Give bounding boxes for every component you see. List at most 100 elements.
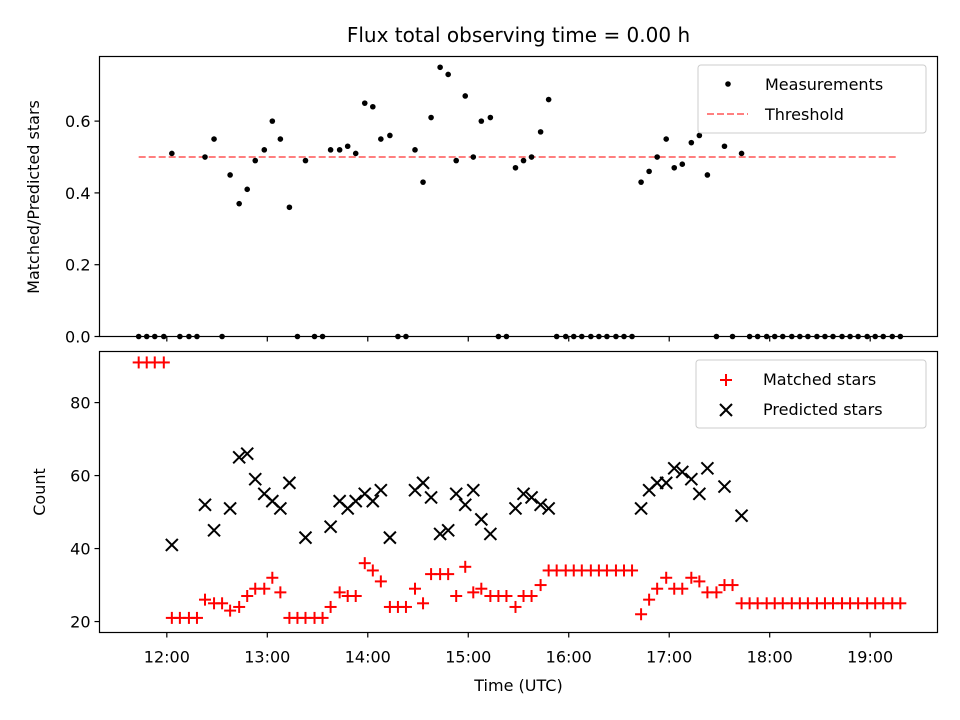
- predicted-star-point: [449, 487, 463, 501]
- predicted-star-point: [667, 461, 681, 475]
- measurements-legend-marker: [725, 81, 731, 87]
- x-tick-label: 16:00: [546, 648, 592, 667]
- predicted-star-marker-b: [416, 476, 430, 490]
- x-tick-label: 19:00: [847, 648, 893, 667]
- measurement-point: [202, 154, 208, 160]
- predicted-star-marker-b: [675, 465, 689, 479]
- x-tick-label: 15:00: [445, 648, 491, 667]
- predicted-star-point: [524, 490, 539, 505]
- predicted-star-marker-b: [248, 472, 262, 486]
- matched-star-point: [660, 571, 673, 584]
- predicted-star-point: [282, 476, 297, 490]
- predicted-legend-marker: [719, 403, 733, 417]
- predicted-star-marker-b: [433, 527, 447, 541]
- count-y-tick-label: 40: [70, 540, 90, 559]
- measurement-point: [352, 150, 359, 157]
- matched-star-point: [266, 571, 279, 584]
- matched-star-point: [409, 582, 422, 595]
- ratio-legend: Measurements Threshold: [697, 64, 927, 134]
- predicted-star-marker-b: [298, 530, 313, 545]
- threshold-legend-label: Threshold: [764, 105, 844, 124]
- ratio-x-axis: [166, 336, 871, 342]
- predicted-star-marker-b: [383, 530, 397, 545]
- measurement-point: [688, 139, 695, 146]
- predicted-star-marker-b: [374, 483, 388, 497]
- predicted-star-point: [684, 472, 699, 486]
- measurement-point: [428, 114, 434, 121]
- measurement-point: [420, 179, 426, 185]
- predicted-star-marker-b: [257, 487, 271, 501]
- matched-star-point: [316, 611, 329, 624]
- measurement-point: [344, 143, 351, 150]
- matched-star-point: [676, 582, 689, 595]
- predicted-star-point: [483, 527, 498, 541]
- matched-star-point: [399, 600, 412, 613]
- ratio-plot-area: [135, 64, 904, 340]
- predicted-star-marker-b: [717, 479, 732, 494]
- predicted-star-point: [466, 483, 480, 497]
- measurement-point: [671, 164, 678, 171]
- matched-star-point: [199, 593, 212, 606]
- count-x-axis: 12:00 13:00 14:00 15:00 16:00 17:00 18:00 19:00: [144, 632, 893, 667]
- ratio-legend-box: [697, 64, 927, 134]
- predicted-star-marker-b: [240, 446, 254, 461]
- matched-star-point: [525, 590, 538, 603]
- measurement-point: [646, 168, 652, 175]
- predicted-star-marker-b: [424, 490, 438, 505]
- matched-star-point: [509, 600, 522, 613]
- matched-star-point: [241, 590, 254, 603]
- predicted-star-marker-b: [223, 501, 237, 516]
- count-y-axis-label: Count: [30, 468, 49, 516]
- predicted-star-marker-b: [516, 487, 531, 501]
- matched-star-point: [233, 600, 246, 613]
- x-tick-label: 17:00: [646, 648, 692, 667]
- predicted-star-marker-b: [541, 501, 556, 516]
- ratio-y-axis-label: Matched/Predicted stars: [24, 100, 43, 294]
- matched-star-point: [374, 575, 387, 588]
- matched-star-point: [643, 593, 656, 606]
- measurement-point: [663, 136, 670, 142]
- measurement-point: [252, 157, 259, 164]
- measurement-point: [704, 172, 711, 178]
- measurement-point: [528, 154, 535, 160]
- predicted-star-marker-b: [265, 494, 280, 508]
- predicted-star-point: [533, 498, 548, 512]
- matched-star-point: [366, 564, 379, 577]
- count-plot-area: [132, 356, 907, 624]
- predicted-star-marker-b: [684, 472, 699, 486]
- measurement-point: [696, 132, 703, 139]
- ratio-panel: 0.0 0.2 0.4 0.6 Matched/Predicted stars Mea…: [24, 55, 939, 347]
- matched-legend-label: Matched stars: [763, 370, 876, 389]
- predicted-star-point: [508, 501, 523, 516]
- measurement-point: [378, 136, 384, 142]
- predicted-star-marker-b: [508, 501, 523, 516]
- measurement-point: [261, 147, 268, 153]
- predicted-star-point: [366, 494, 380, 508]
- x-tick-label: 18:00: [747, 648, 793, 667]
- predicted-star-point: [675, 465, 689, 479]
- matched-star-point: [450, 590, 463, 603]
- predicted-star-marker-b: [700, 461, 715, 475]
- predicted-star-point: [298, 530, 313, 545]
- predicted-legend-label: Predicted stars: [763, 400, 883, 419]
- x-axis-label: Time (UTC): [473, 676, 562, 695]
- measurement-point: [302, 157, 309, 164]
- matched-star-point: [651, 582, 664, 595]
- predicted-star-point: [349, 494, 363, 508]
- predicted-star-marker-b: [659, 476, 673, 490]
- predicted-star-marker-b: [198, 498, 212, 512]
- ratio-axes-frame: [98, 55, 939, 338]
- predicted-star-point: [223, 501, 237, 516]
- predicted-star-point: [541, 501, 556, 516]
- measurement-point: [437, 64, 443, 71]
- measurement-point: [462, 93, 469, 99]
- matched-star-point: [157, 356, 170, 369]
- predicted-star-point: [416, 476, 430, 490]
- measurement-point: [227, 172, 233, 178]
- matched-star-point: [500, 590, 513, 603]
- count-legend: Matched stars Predicted stars: [695, 359, 927, 429]
- matched-star-point: [224, 604, 237, 617]
- predicted-star-marker-b: [441, 523, 455, 538]
- predicted-star-marker-b: [323, 519, 338, 534]
